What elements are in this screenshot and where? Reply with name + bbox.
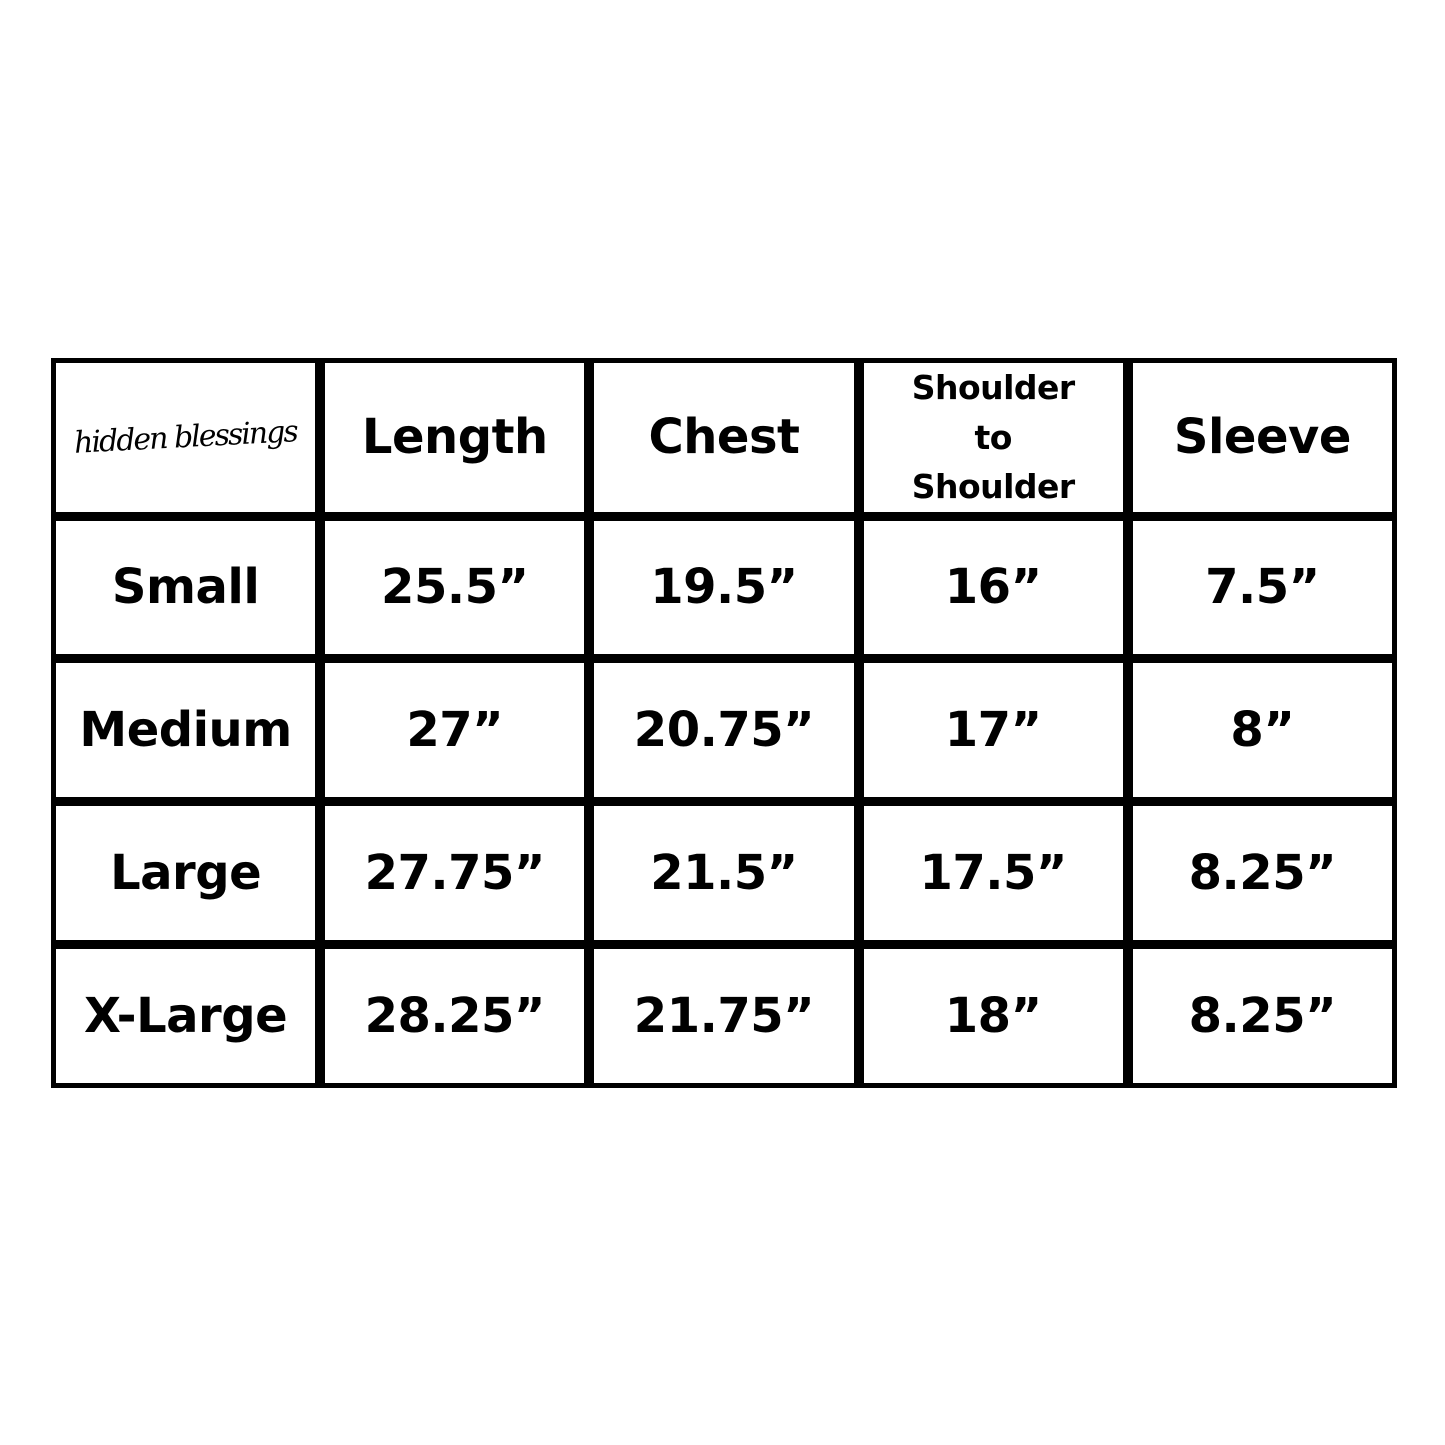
value-cell: 21.5” (594, 806, 854, 941)
value-cell: 20.75” (594, 663, 854, 798)
value-cell: 17.5” (863, 806, 1123, 941)
size-label: X-Large (56, 949, 316, 1083)
value-cell: 25.5” (325, 520, 585, 655)
size-label: Large (56, 806, 316, 941)
logo-cell: hidden blessings (56, 363, 316, 512)
value-cell: 21.75” (594, 949, 854, 1083)
brand-signature-logo: hidden blessings (73, 413, 298, 461)
value-cell: 17” (863, 663, 1123, 798)
size-label: Small (56, 520, 316, 655)
header-shoulder-line: Shoulder (911, 368, 1076, 407)
value-cell: 18” (863, 949, 1123, 1083)
size-label: Medium (56, 663, 316, 798)
value-cell: 16” (863, 520, 1123, 655)
value-cell: 28.25” (325, 949, 585, 1083)
header-shoulder: Shoulder to Shoulder (863, 363, 1123, 512)
size-chart-table: hidden blessings Length Chest Shoulder t… (51, 358, 1397, 1088)
header-sleeve: Sleeve (1132, 363, 1392, 512)
value-cell: 7.5” (1132, 520, 1392, 655)
value-cell: 8.25” (1132, 949, 1392, 1083)
value-cell: 8” (1132, 663, 1392, 798)
header-length: Length (325, 363, 585, 512)
header-shoulder-line: Shoulder (911, 467, 1076, 506)
header-shoulder-line: to (974, 417, 1012, 457)
value-cell: 27” (325, 663, 585, 798)
value-cell: 8.25” (1132, 806, 1392, 941)
value-cell: 19.5” (594, 520, 854, 655)
header-chest: Chest (594, 363, 854, 512)
value-cell: 27.75” (325, 806, 585, 941)
